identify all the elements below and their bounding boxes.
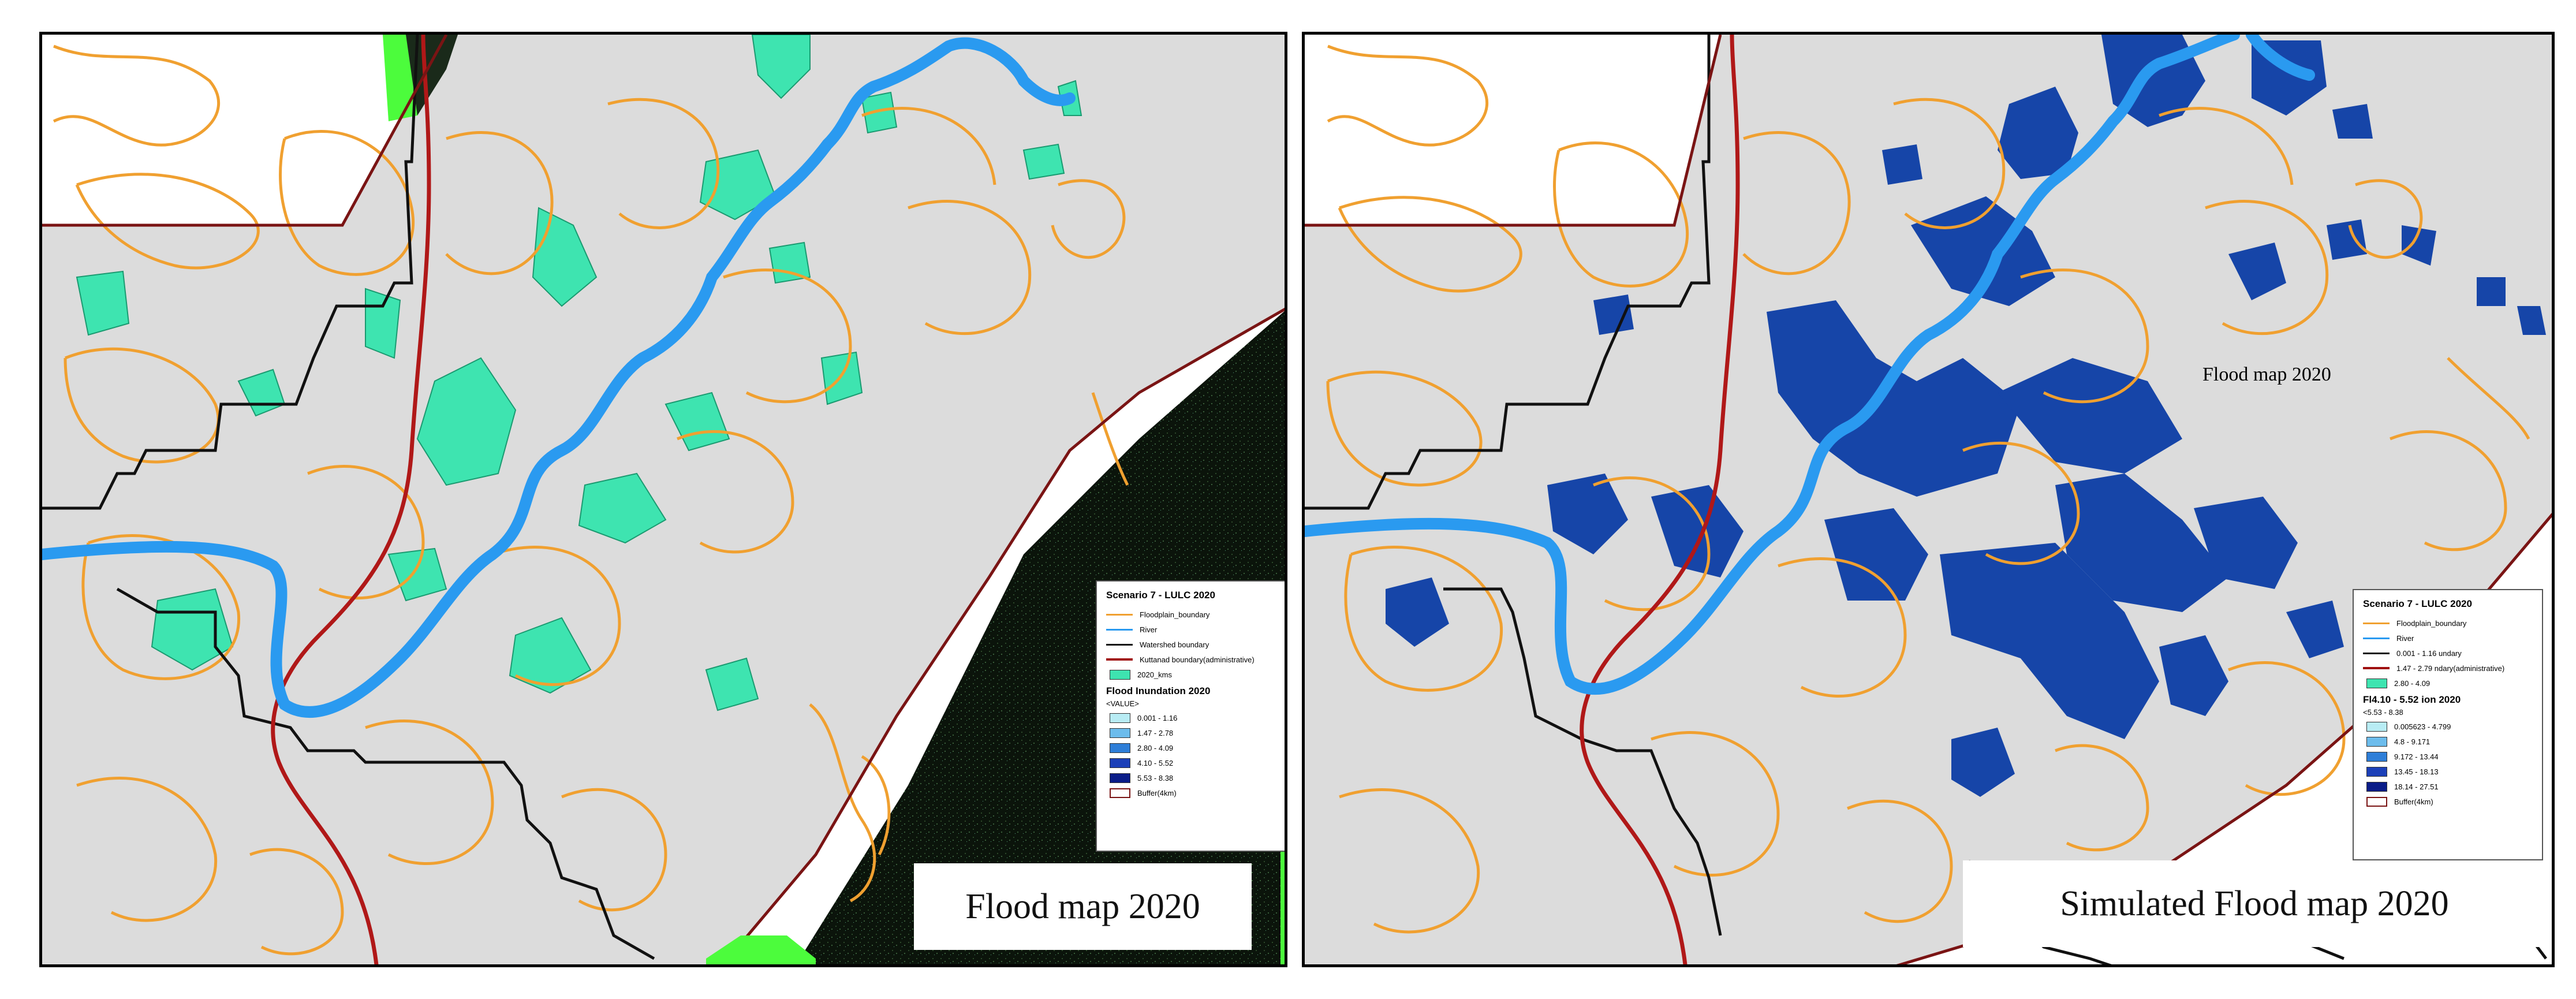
watershed-line-swatch bbox=[1106, 643, 1133, 646]
legend-class-label: 9.172 - 13.44 bbox=[2394, 752, 2439, 761]
legend-item-watershed: Watershed boundary bbox=[1106, 637, 1276, 652]
legend-item-label: 2.80 - 4.09 bbox=[2394, 679, 2431, 688]
observed-flood-map bbox=[42, 35, 1285, 964]
legend-item-label: River bbox=[1140, 625, 1158, 634]
legend-buffer-label: Buffer(4km) bbox=[2394, 797, 2433, 806]
legend-class-1: 0.001 - 1.16 bbox=[1106, 710, 1276, 725]
class-swatch bbox=[2366, 751, 2387, 762]
legend-item-kuttanad: 1.47 - 2.79 ndary(administrative) bbox=[2363, 661, 2533, 676]
river-line-swatch bbox=[1106, 628, 1133, 631]
class-swatch bbox=[1110, 728, 1130, 738]
legend-item-watershed: 0.001 - 1.16 undary bbox=[2363, 646, 2533, 661]
legend-item-label: River bbox=[2396, 633, 2414, 643]
legend-class-2: 1.47 - 2.78 bbox=[1106, 725, 1276, 740]
legend-class-label: 2.80 - 4.09 bbox=[1137, 743, 1174, 752]
buffer-area bbox=[42, 35, 1285, 964]
legend-buffer-label: Buffer(4km) bbox=[1137, 788, 1177, 797]
legend-class-4: 13.45 - 18.13 bbox=[2363, 764, 2533, 779]
legend-title: Scenario 7 - LULC 2020 bbox=[2363, 598, 2472, 609]
legend-item-label: Watershed boundary bbox=[1140, 640, 1209, 649]
river-line-swatch bbox=[2363, 637, 2390, 639]
buffer-swatch bbox=[1110, 788, 1130, 798]
legend-item-river: River bbox=[1106, 622, 1276, 637]
legend-class-1: 0.005623 - 4.799 bbox=[2363, 719, 2533, 734]
kuttanad-line-swatch bbox=[2363, 667, 2390, 669]
legend-item-floodplain: Floodplain_boundary bbox=[1106, 607, 1276, 622]
legend-class-label: 0.001 - 1.16 bbox=[1137, 713, 1178, 722]
class-swatch bbox=[2366, 736, 2387, 747]
bright-green-bottom bbox=[706, 935, 816, 964]
buffer-boundary-line bbox=[42, 35, 1285, 964]
kuttanad-boundary-line bbox=[1580, 35, 1740, 964]
simulated-flood-patches bbox=[1386, 35, 2546, 797]
simulated-legend: Scenario 7 - LULC 2020 Floodplain_bounda… bbox=[2353, 589, 2543, 860]
map-caption: Flood map 2020 bbox=[914, 863, 1252, 950]
class-swatch bbox=[1110, 773, 1130, 783]
legend-value-label: <5.53 - 8.38 bbox=[2363, 708, 2403, 717]
river-line bbox=[1305, 35, 2315, 695]
floodplain-line-swatch bbox=[1106, 613, 1133, 616]
legend-title: Scenario 7 - LULC 2020 bbox=[1106, 590, 1215, 601]
legend-class-5: 5.53 - 8.38 bbox=[1106, 770, 1276, 785]
legend-value-label: <VALUE> bbox=[1106, 699, 1139, 708]
kuttanad-boundary-line bbox=[271, 35, 431, 964]
river-line bbox=[42, 37, 1076, 718]
class-swatch bbox=[2366, 721, 2387, 732]
floodplain-line-swatch bbox=[2363, 622, 2390, 624]
watershed-line-swatch bbox=[2363, 652, 2390, 654]
class-swatch bbox=[2366, 766, 2387, 777]
flood-box-swatch bbox=[2366, 678, 2387, 688]
flood-box-swatch bbox=[1110, 669, 1130, 680]
observed-legend: Scenario 7 - LULC 2020 Floodplain_bounda… bbox=[1096, 580, 1285, 852]
legend-class-label: 0.005623 - 4.799 bbox=[2394, 722, 2451, 731]
legend-class-5: 18.14 - 27.51 bbox=[2363, 779, 2533, 794]
legend-item-label: 2020_kms bbox=[1137, 670, 1172, 679]
legend-item-label: Kuttanad boundary(administrative) bbox=[1140, 655, 1255, 664]
class-swatch bbox=[2366, 781, 2387, 792]
map-caption: Simulated Flood map 2020 bbox=[1963, 860, 2546, 947]
buffer-swatch bbox=[2366, 796, 2387, 807]
observed-flood-map-panel: Scenario 7 - LULC 2020 Floodplain_bounda… bbox=[39, 32, 1287, 967]
kuttanad-line-swatch bbox=[1106, 658, 1133, 661]
floodplain-boundary-lines bbox=[53, 44, 1129, 956]
legend-class-3: 2.80 - 4.09 bbox=[1106, 740, 1276, 755]
legend-section-title: Fl4.10 - 5.52 ion 2020 bbox=[2363, 694, 2461, 705]
legend-class-label: 18.14 - 27.51 bbox=[2394, 782, 2439, 791]
legend-item-label: Floodplain_boundary bbox=[2396, 618, 2467, 628]
legend-buffer: Buffer(4km) bbox=[2363, 794, 2533, 809]
legend-section-title: Flood Inundation 2020 bbox=[1106, 685, 1211, 696]
legend-class-3: 9.172 - 13.44 bbox=[2363, 749, 2533, 764]
class-swatch bbox=[1110, 713, 1130, 723]
watershed-boundary-line bbox=[42, 35, 655, 960]
map-caption-text: Flood map 2020 bbox=[965, 886, 1200, 926]
legend-item-label: 1.47 - 2.79 ndary(administrative) bbox=[2396, 663, 2505, 673]
legend-class-label: 4.10 - 5.52 bbox=[1137, 758, 1174, 767]
legend-buffer: Buffer(4km) bbox=[1106, 785, 1276, 800]
legend-item-kuttanad: Kuttanad boundary(administrative) bbox=[1106, 652, 1276, 667]
legend-item-river: River bbox=[2363, 631, 2533, 646]
class-swatch bbox=[1110, 758, 1130, 768]
dark-top-strip bbox=[406, 35, 458, 115]
legend-class-4: 4.10 - 5.52 bbox=[1106, 755, 1276, 770]
legend-item-2020-kms: 2020_kms bbox=[1106, 667, 1276, 682]
legend-item-label: 0.001 - 1.16 undary bbox=[2396, 648, 2462, 658]
map-caption-text: Simulated Flood map 2020 bbox=[2060, 884, 2449, 923]
legend-class-label: 5.53 - 8.38 bbox=[1137, 773, 1174, 782]
legend-class-label: 1.47 - 2.78 bbox=[1137, 728, 1174, 737]
bright-green-right-edge bbox=[1280, 820, 1285, 964]
legend-item-floodplain: Floodplain_boundary bbox=[2363, 616, 2533, 631]
legend-class-2: 4.8 - 9.171 bbox=[2363, 734, 2533, 749]
inner-map-label: Flood map 2020 bbox=[2202, 364, 2331, 385]
class-swatch bbox=[1110, 743, 1130, 753]
simulated-flood-map bbox=[1305, 35, 2552, 964]
legend-class-label: 4.8 - 9.171 bbox=[2394, 737, 2431, 746]
legend-item-label: Floodplain_boundary bbox=[1140, 610, 1210, 619]
simulated-flood-map-panel: Flood map 2020 Scenario 7 - LULC 2020 Fl… bbox=[1302, 32, 2555, 967]
legend-class-label: 13.45 - 18.13 bbox=[2394, 767, 2439, 776]
legend-item-flood-box: 2.80 - 4.09 bbox=[2363, 676, 2533, 691]
